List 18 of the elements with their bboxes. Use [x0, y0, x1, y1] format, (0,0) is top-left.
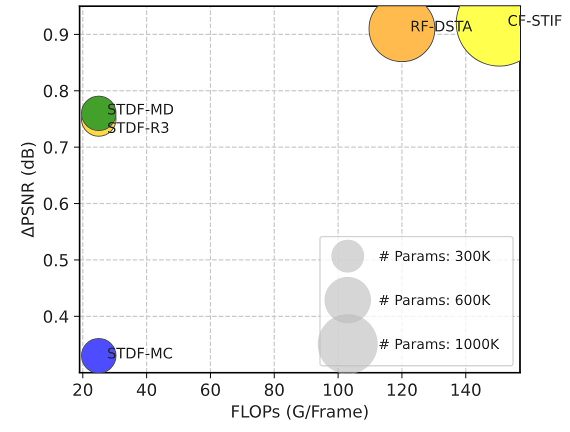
y-tick-label: 0.5	[44, 254, 68, 266]
y-tick-label: 0.8	[44, 84, 68, 98]
x-tick-label: 80	[264, 383, 284, 396]
x-tick-label: 140	[452, 383, 481, 396]
legend-label: # Params: 300K	[379, 250, 491, 262]
legend-label: # Params: 600K	[379, 294, 491, 306]
y-tick-label: 0.9	[44, 28, 68, 41]
x-tick-label: 60	[201, 383, 220, 396]
x-tick-label: 20	[73, 383, 92, 396]
x-axis-title: FLOPs (G/Frame)	[232, 404, 368, 420]
x-tick-label: 100	[324, 383, 353, 396]
x-tick-label: 120	[388, 383, 417, 396]
x-tick-label: 40	[136, 383, 156, 396]
y-axis-title: ΔPSNR (dB)	[20, 142, 36, 238]
legend-label: # Params: 1000K	[379, 338, 500, 350]
y-tick-label: 0.4	[44, 310, 68, 323]
y-tick-label: 0.7	[44, 141, 68, 154]
y-tick-label: 0.6	[44, 198, 68, 210]
